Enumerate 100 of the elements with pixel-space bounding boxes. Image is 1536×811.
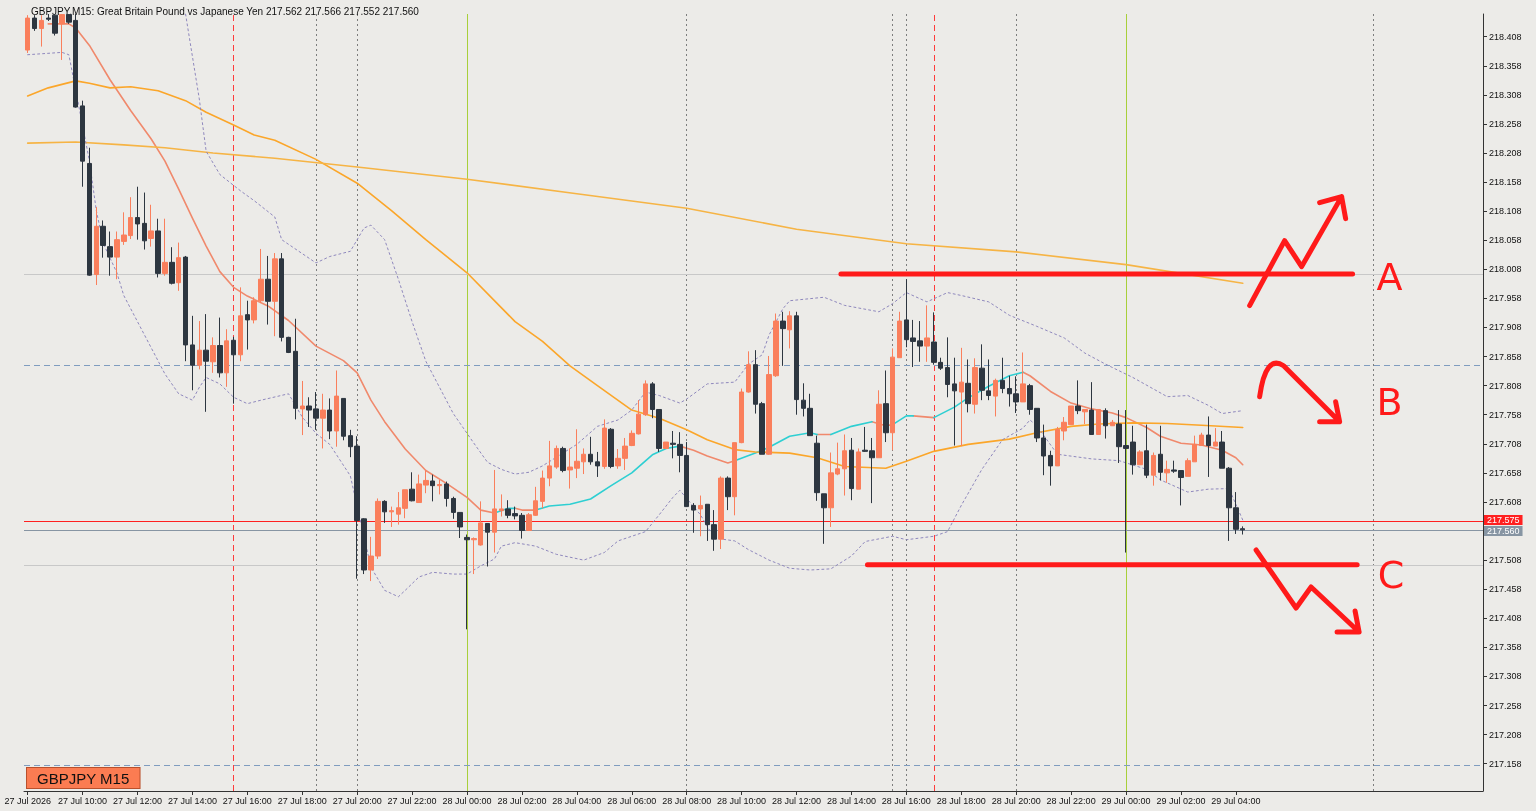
line-series <box>27 51 1244 598</box>
candlestick <box>39 14 44 48</box>
candlestick <box>327 397 332 440</box>
y-tick-label: 217.408 <box>1489 613 1522 624</box>
candlestick <box>959 347 964 447</box>
candlestick <box>286 336 291 354</box>
x-tick-label: 27 Jul 12:00 <box>112 795 163 806</box>
x-tick-label: 27 Jul 14:00 <box>167 795 217 806</box>
candlestick <box>464 534 470 630</box>
candlestick <box>197 320 202 370</box>
candlestick <box>1048 450 1053 487</box>
y-tick-label: 218.408 <box>1489 31 1522 42</box>
candlestick <box>389 506 394 528</box>
candlestick <box>444 481 449 508</box>
x-tick-label: 28 Jul 10:00 <box>717 795 767 806</box>
y-tick-label: 217.908 <box>1489 322 1522 333</box>
y-tick-label: 218.108 <box>1489 206 1522 217</box>
y-tick-label: 217.708 <box>1489 438 1522 449</box>
candlestick <box>183 255 188 362</box>
candlestick <box>1137 449 1143 466</box>
candlestick <box>210 336 216 374</box>
candlestick <box>135 186 140 241</box>
line-series <box>26 141 1244 285</box>
x-tick-label: 28 Jul 00:00 <box>442 795 492 806</box>
candlestick <box>100 219 106 259</box>
candlestick <box>1110 419 1115 427</box>
candlestick <box>94 206 99 286</box>
candlestick <box>320 393 326 449</box>
x-tick-label: 28 Jul 06:00 <box>607 795 657 806</box>
y-tick-label: 218.008 <box>1489 264 1522 275</box>
y-tick-label: 217.258 <box>1489 700 1522 711</box>
candlestick <box>595 451 600 478</box>
candlestick <box>148 204 154 248</box>
line-series <box>26 80 1244 470</box>
candlestick <box>1075 379 1081 415</box>
x-tick-label: 27 Jul 22:00 <box>387 795 437 806</box>
candlestick <box>1206 415 1211 478</box>
candlestick <box>238 286 243 362</box>
candlestick <box>1000 357 1005 394</box>
candlestick <box>897 311 902 359</box>
candlestick <box>1144 424 1149 479</box>
x-tick-label: 28 Jul 02:00 <box>497 795 547 806</box>
candlestick <box>279 252 284 342</box>
y-tick-label: 217.608 <box>1489 496 1522 507</box>
candlestick <box>341 397 346 441</box>
candlestick <box>293 318 298 420</box>
candlestick <box>821 493 827 545</box>
y-tick-label: 217.758 <box>1489 409 1522 420</box>
candlestick <box>718 475 724 550</box>
candlestick <box>993 378 998 417</box>
x-tick-label: 28 Jul 14:00 <box>826 795 876 806</box>
x-tick-label: 28 Jul 08:00 <box>662 795 712 806</box>
candlestick <box>300 380 305 436</box>
candlestick <box>1082 408 1088 425</box>
candlestick <box>794 311 799 416</box>
candlestick <box>608 427 614 469</box>
x-tick-label: 29 Jul 00:00 <box>1101 795 1151 806</box>
candlestick <box>492 469 497 554</box>
ref-line-label: 217.575 <box>1487 515 1520 526</box>
candlestick <box>107 231 113 277</box>
candlestick <box>162 218 168 277</box>
candlestick <box>1103 407 1108 440</box>
annotation: GBPJPY M15 <box>37 770 130 787</box>
x-tick-label: 28 Jul 16:00 <box>881 795 931 806</box>
y-tick-label: 217.158 <box>1489 758 1522 769</box>
candlestick <box>217 317 223 378</box>
candlestick <box>25 14 30 54</box>
candlestick <box>842 433 847 497</box>
x-tick-label: 27 Jul 18:00 <box>277 795 327 806</box>
x-tick-label: 27 Jul 2026 <box>4 795 51 806</box>
candlestick <box>725 475 731 511</box>
y-tick-label: 217.208 <box>1489 729 1522 740</box>
candlestick <box>924 304 930 363</box>
candlestick <box>945 336 950 398</box>
candlestick <box>1020 351 1026 403</box>
candlestick <box>430 474 435 502</box>
candlestick <box>499 493 504 517</box>
x-tick-label: 28 Jul 04:00 <box>552 795 602 806</box>
candlestick <box>856 447 861 490</box>
x-tick-label: 29 Jul 02:00 <box>1156 795 1206 806</box>
candlestick <box>540 470 545 509</box>
candlestick <box>952 357 957 447</box>
candlestick <box>155 218 161 278</box>
candlestick <box>1164 460 1170 484</box>
y-tick-label: 218.058 <box>1489 235 1522 246</box>
x-tick-label: 29 Jul 04:00 <box>1211 795 1261 806</box>
candlestick <box>32 14 37 32</box>
candlestick <box>965 358 971 413</box>
candlestick <box>1151 452 1156 487</box>
candlestick <box>787 310 792 349</box>
candlestick <box>224 328 229 388</box>
candlestick <box>80 100 85 188</box>
annotation: A <box>1376 254 1403 299</box>
candlestick <box>732 442 737 516</box>
candlestick <box>437 479 442 495</box>
candlestick <box>602 418 607 470</box>
x-tick-label: 28 Jul 22:00 <box>1046 795 1096 806</box>
x-tick-label: 27 Jul 16:00 <box>222 795 272 806</box>
candlestick <box>588 436 593 466</box>
candlestick <box>547 440 552 487</box>
